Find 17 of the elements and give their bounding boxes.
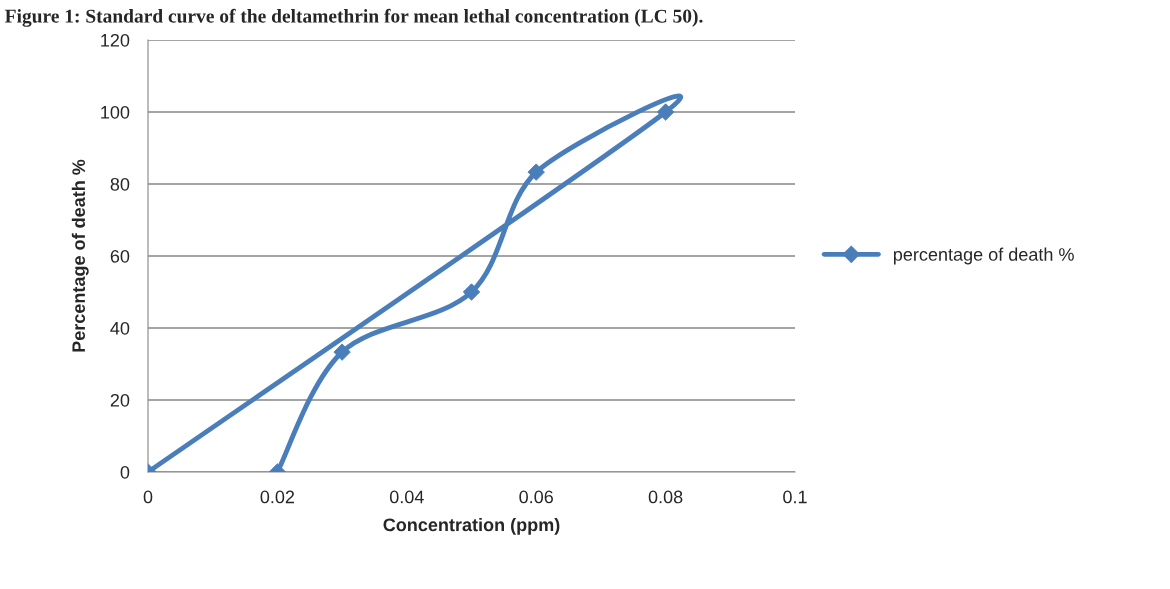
y-tick-label: 60 bbox=[110, 249, 130, 263]
x-tick-label: 0 bbox=[143, 490, 153, 504]
y-tick-label: 100 bbox=[101, 105, 130, 119]
x-tick-label: 0.02 bbox=[260, 490, 295, 504]
legend-label: percentage of death % bbox=[893, 247, 1074, 265]
x-tick-label: 0.04 bbox=[389, 490, 424, 504]
x-tick-label: 0.06 bbox=[519, 490, 553, 504]
x-tick-label: 0.1 bbox=[783, 490, 807, 504]
y-tick-label: 0 bbox=[120, 465, 130, 479]
y-axis-title: Percentage of death % bbox=[71, 159, 89, 352]
x-axis-title: Concentration (ppm) bbox=[383, 518, 560, 535]
y-tick-label: 20 bbox=[110, 393, 130, 407]
x-tick-label: 0.08 bbox=[648, 490, 683, 504]
y-tick-label: 80 bbox=[110, 177, 130, 191]
chart-title: Figure 1: Standard curve of the deltamethrin for mean lethal concentration (LC 50). bbox=[5, 8, 703, 27]
y-tick-label: 120 bbox=[101, 33, 130, 47]
y-tick-label: 40 bbox=[110, 321, 130, 335]
